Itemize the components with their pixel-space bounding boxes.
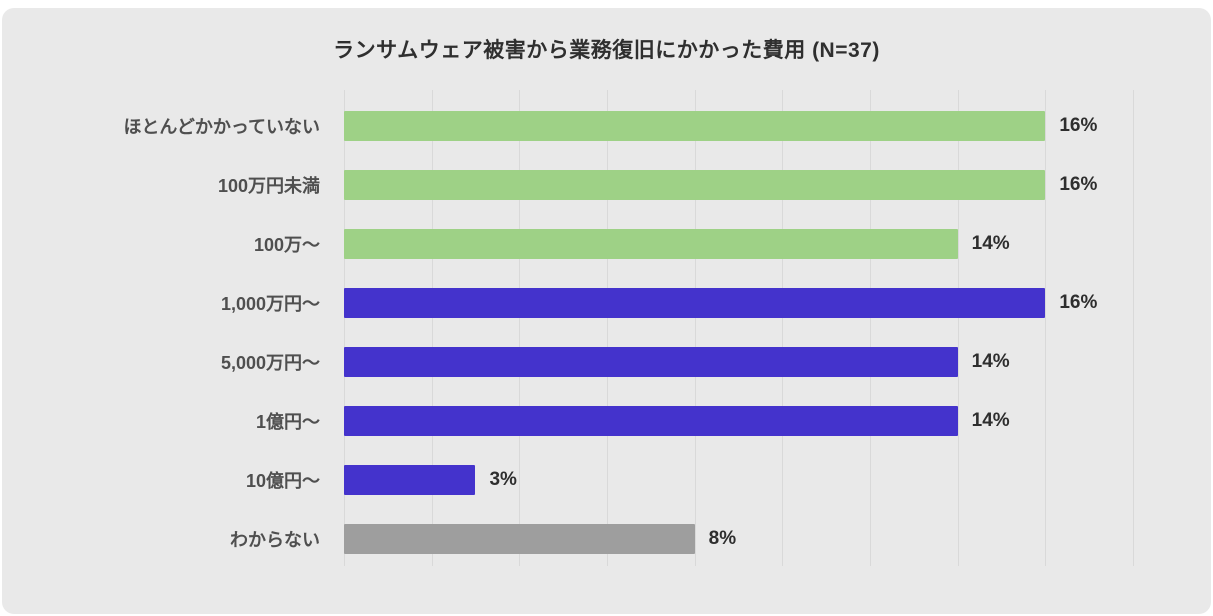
category-label: 100万円未満 [217,175,320,196]
chart-row: 100万円未満 16% [2,155,1133,214]
value-label: 14% [971,409,1010,431]
chart-row: 10億円〜 3% [2,450,1133,509]
bar [344,346,958,377]
category-label: 1億円〜 [255,411,320,432]
bar-track: 14% [344,346,1133,377]
value-label: 8% [708,527,737,549]
bar-track: 16% [344,169,1133,200]
bar-track: 14% [344,228,1133,259]
category-label: 100万〜 [253,234,320,255]
bar [344,405,958,436]
chart-row: 5,000万円〜 14% [2,332,1133,391]
value-label: 16% [1059,173,1098,195]
bar-track: 14% [344,405,1133,436]
chart-row: ほとんどかかっていない 16% [2,96,1133,155]
category-label: ほとんどかかっていない [123,116,320,137]
chart-row: 100万〜 14% [2,214,1133,273]
category-label: 1,000万円〜 [220,293,320,314]
chart-canvas: ランサムウェア被害から業務復旧にかかった費用 (N=37) ほとんどかかっていな… [2,8,1211,614]
chart-title: ランサムウェア被害から業務復旧にかかった費用 (N=37) [333,39,880,62]
chart-row: 1億円〜 14% [2,391,1133,450]
bar-track: 16% [344,287,1133,318]
category-label: 5,000万円〜 [220,352,320,373]
bar [344,523,695,554]
bar [344,464,476,495]
gridline [1133,90,1134,566]
bar-track: 16% [344,110,1133,141]
bar-track: 3% [344,464,1133,495]
chart-plot-area: ほとんどかかっていない 16% 100万円未満 16% 100万〜 14% 1,000万円〜… [2,90,1134,568]
bar [344,110,1046,141]
bar-rows: ほとんどかかっていない 16% 100万円未満 16% 100万〜 14% 1,000万円〜… [2,96,1133,568]
bar [344,287,1046,318]
bar [344,169,1046,200]
value-label: 14% [971,350,1010,372]
category-label: 10億円〜 [245,470,320,491]
value-label: 16% [1059,291,1098,313]
bar-track: 8% [344,523,1133,554]
bar [344,228,958,259]
value-label: 3% [489,468,517,490]
chart-row: わからない 8% [2,509,1133,568]
value-label: 14% [971,232,1010,254]
category-label: わからない [230,529,320,550]
value-label: 16% [1059,114,1098,136]
chart-row: 1,000万円〜 16% [2,273,1133,332]
